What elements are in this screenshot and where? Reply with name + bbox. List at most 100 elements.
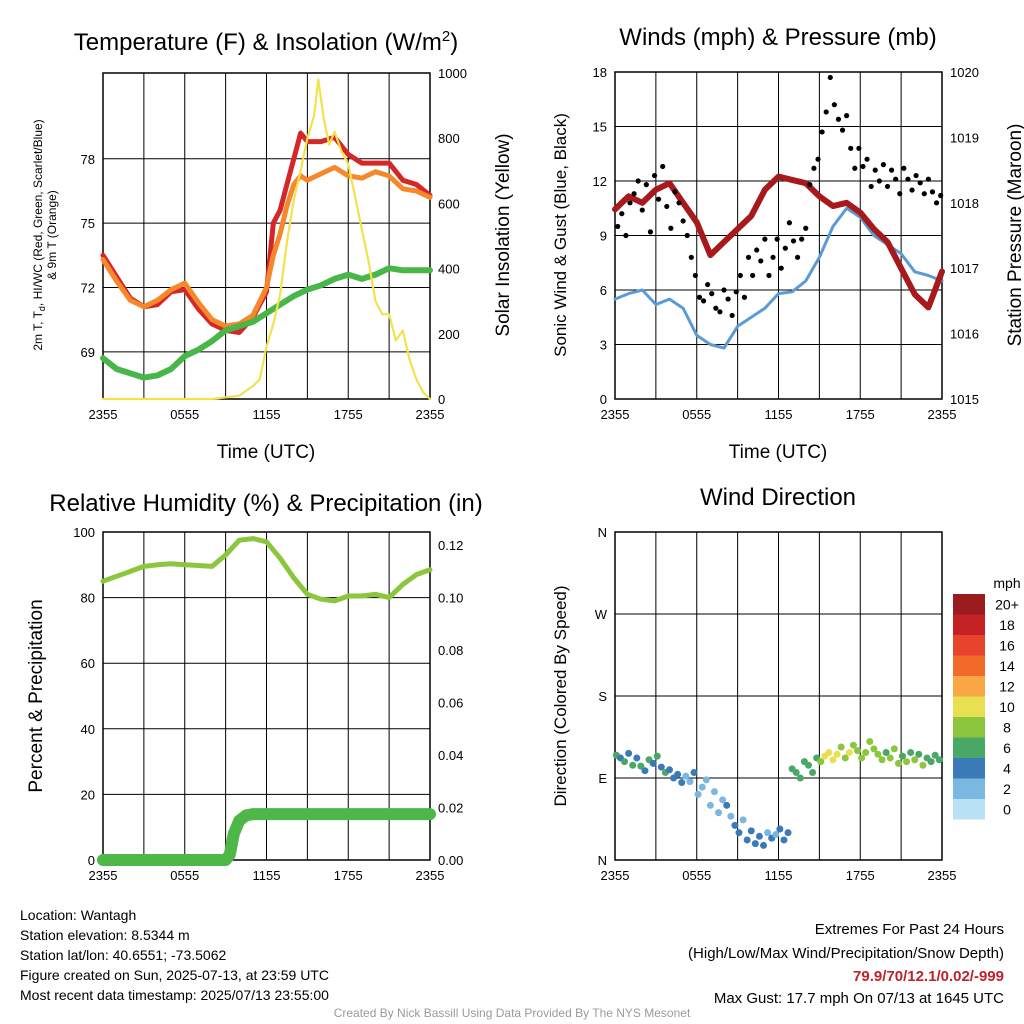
speed-legend-label: 6 <box>1003 740 1011 756</box>
temp-ylabel-left-2: & 9m T (Orange) <box>45 190 59 280</box>
gust-point <box>651 172 658 179</box>
gust-point <box>909 187 915 193</box>
mesonet-figure: Temperature (F) & Insolation (W/m2) Wind… <box>26 24 1024 883</box>
temp-ylabel-left-1: 2m T, Td, HI/WC (Red, Green, Scarlet/Blu… <box>31 119 47 350</box>
temp-y2-tick-label: 800 <box>438 131 460 146</box>
direction-point <box>919 761 927 769</box>
dir-x-tick-label: 0555 <box>682 868 711 883</box>
direction-point <box>886 754 894 762</box>
latlon-text: Station lat/lon: 40.6551; -73.5062 <box>20 947 227 963</box>
gust-point <box>803 225 809 231</box>
gust-point <box>860 163 866 170</box>
gust-point <box>737 272 743 279</box>
direction-point <box>657 763 665 771</box>
direction-point <box>686 778 694 786</box>
gust-point <box>819 129 825 135</box>
figure-created-text: Figure created on Sun, 2025-07-13, at 23… <box>20 967 329 983</box>
speed-legend-swatch <box>953 799 985 820</box>
precip-series-line <box>97 808 436 866</box>
direction-point <box>870 745 878 753</box>
precip-y2-tick-label: 0.06 <box>438 696 463 711</box>
direction-point <box>898 752 906 760</box>
speed-legend-swatch <box>953 717 985 738</box>
direction-point <box>903 758 911 766</box>
wind-y-tick-label: 12 <box>593 174 607 189</box>
gust-point <box>676 200 682 206</box>
gust-point <box>643 182 649 188</box>
direction-point <box>621 758 629 766</box>
extremes-info: Extremes For Past 24 Hours (High/Low/Max… <box>688 918 1004 1010</box>
dir-y-tick-label: S <box>598 689 607 704</box>
direction-point <box>755 832 763 840</box>
precip-y2-tick-label: 0.10 <box>438 591 463 606</box>
direction-point <box>817 758 825 766</box>
speed-legend-swatch <box>953 655 985 676</box>
gust-point <box>656 196 662 202</box>
direction-point <box>637 762 645 770</box>
direction-point <box>833 750 841 758</box>
temp-y2-tick-label: 1000 <box>438 66 467 81</box>
dir-x-tick-label: 2355 <box>601 868 630 883</box>
dir-ylabel-left: Direction (Colored By Speed) <box>551 585 570 806</box>
direction-point <box>931 751 939 759</box>
gust-point <box>758 258 764 264</box>
gust-point <box>823 109 829 115</box>
gust-point <box>872 167 878 173</box>
direction-point <box>845 748 853 756</box>
direction-point <box>784 829 792 837</box>
direction-point <box>715 809 723 817</box>
wind-y-tick-label: 15 <box>593 120 607 135</box>
direction-point <box>719 796 727 804</box>
gust-point <box>868 183 874 190</box>
gust-point <box>733 289 739 295</box>
direction-point <box>796 774 804 782</box>
gust-point <box>807 182 813 188</box>
direction-point <box>633 754 641 762</box>
wind-y2-tick-label: 1020 <box>950 65 979 80</box>
direction-point <box>731 821 739 829</box>
wind-y2-tick-label: 1017 <box>950 261 979 276</box>
gust-point <box>660 163 666 170</box>
extremes-heading: Extremes For Past 24 Hours <box>814 921 1004 938</box>
speed-legend-label: 12 <box>999 678 1015 694</box>
gust-point <box>741 294 748 300</box>
wind-x-tick-label: 0555 <box>682 407 711 422</box>
direction-point <box>882 748 890 756</box>
wind-panel-title: Winds (mph) & Pressure (mb) <box>619 24 936 51</box>
speed-legend-label: 8 <box>1003 719 1011 735</box>
rh-y-tick-label: 60 <box>81 656 95 671</box>
rh-ylabel-left: Percent & Precipitation <box>26 599 47 792</box>
wind-x-tick-label: 2355 <box>928 407 957 422</box>
gust-point <box>770 254 776 260</box>
temp-y-tick-label: 69 <box>81 345 95 360</box>
direction-point <box>694 790 702 798</box>
gust-point <box>688 254 694 260</box>
gust-point <box>876 178 882 184</box>
speed-legend-label: 10 <box>999 699 1015 715</box>
wind-y-tick-label: 6 <box>600 283 607 298</box>
gust-point <box>938 192 944 199</box>
gust-point <box>745 254 752 260</box>
direction-point <box>829 756 837 764</box>
wind-y-tick-label: 18 <box>593 65 607 80</box>
gust-point <box>639 207 645 213</box>
direction-point <box>739 816 747 824</box>
gust-point <box>750 272 756 279</box>
wind-y2-tick-label: 1018 <box>950 196 979 211</box>
gust-point <box>680 218 686 224</box>
direction-point <box>915 750 923 758</box>
precip-y2-tick-label: 0.02 <box>438 801 463 816</box>
gust-point <box>623 232 629 239</box>
gust-point <box>880 162 887 168</box>
wind-xlabel: Time (UTC) <box>729 442 828 463</box>
direction-point <box>649 759 657 767</box>
gust-point <box>692 272 698 279</box>
direction-point <box>907 748 915 756</box>
gust-point <box>905 176 911 182</box>
gust-point <box>627 200 633 206</box>
temp-2m-series-line <box>100 130 433 335</box>
gust-point <box>799 236 805 242</box>
gust-point <box>668 225 674 231</box>
speed-legend-swatch <box>953 614 985 635</box>
rh-x-tick-label: 1155 <box>253 868 281 883</box>
